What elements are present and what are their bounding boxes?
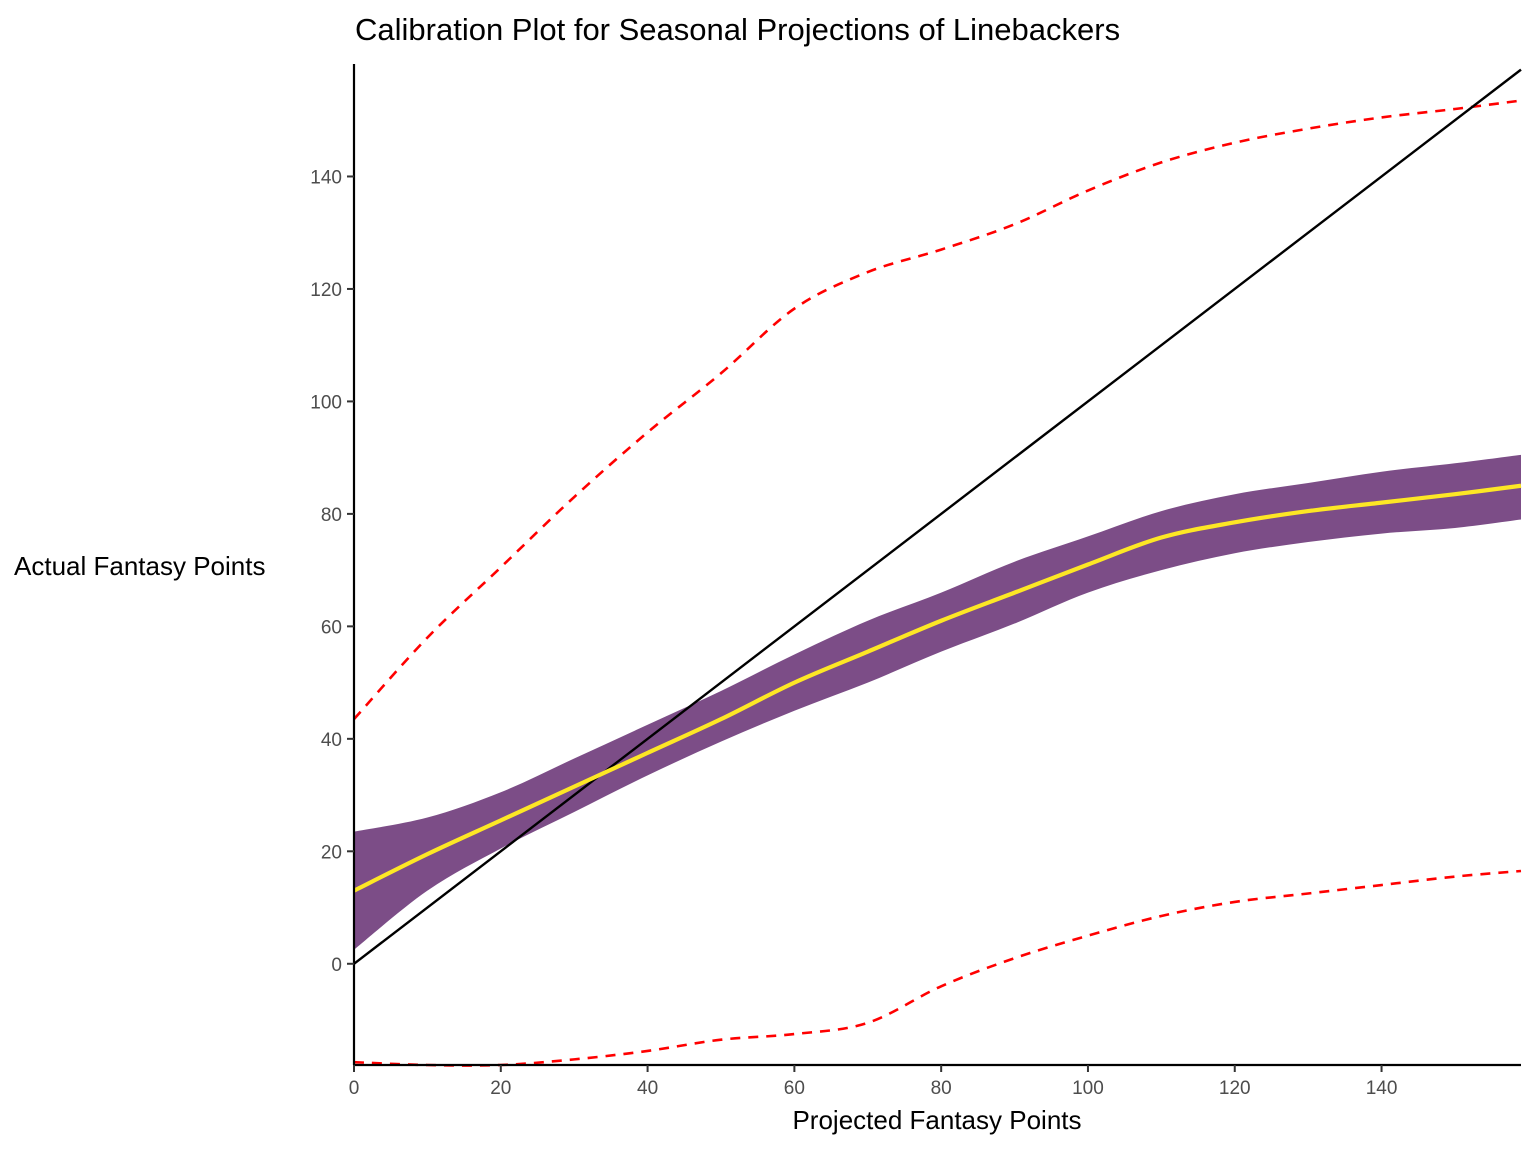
lower-prediction-interval-line <box>353 869 1522 1067</box>
x-tick-label: 140 <box>1366 1078 1398 1099</box>
x-axis-title: Projected Fantasy Points <box>792 1105 1081 1135</box>
x-tick-label: 20 <box>490 1078 511 1099</box>
y-tick-label: 120 <box>310 280 342 301</box>
y-tick-label: 140 <box>310 167 342 188</box>
confidence-band-layer <box>354 454 1521 950</box>
x-tick-label: 0 <box>349 1078 360 1099</box>
x-tick-label: 40 <box>637 1078 658 1099</box>
y-tick-label: 60 <box>321 617 342 638</box>
y-tick-label: 0 <box>331 955 342 976</box>
y-tick-label: 80 <box>321 505 342 526</box>
confidence-band <box>354 454 1521 950</box>
x-axis-ticks: 0 20 40 60 80 100 120 140 <box>349 1065 1398 1099</box>
y-axis-ticks: 0 20 40 60 80 100 120 140 <box>310 167 354 976</box>
y-tick-label: 40 <box>321 730 342 751</box>
x-tick-label: 120 <box>1219 1078 1251 1099</box>
identity-line <box>353 68 1522 965</box>
x-tick-label: 80 <box>931 1078 952 1099</box>
series-lines-layer <box>353 68 1522 1067</box>
upper-prediction-interval-line <box>353 99 1522 721</box>
axes-layer <box>352 64 1521 1067</box>
x-tick-label: 60 <box>784 1078 805 1099</box>
fitted-smooth-line <box>353 483 1522 893</box>
x-tick-label: 100 <box>1072 1078 1104 1099</box>
y-tick-label: 100 <box>310 392 342 413</box>
y-axis-title: Actual Fantasy Points <box>14 551 265 581</box>
y-tick-label: 20 <box>321 842 342 863</box>
chart-title: Calibration Plot for Seasonal Projection… <box>355 12 1120 47</box>
